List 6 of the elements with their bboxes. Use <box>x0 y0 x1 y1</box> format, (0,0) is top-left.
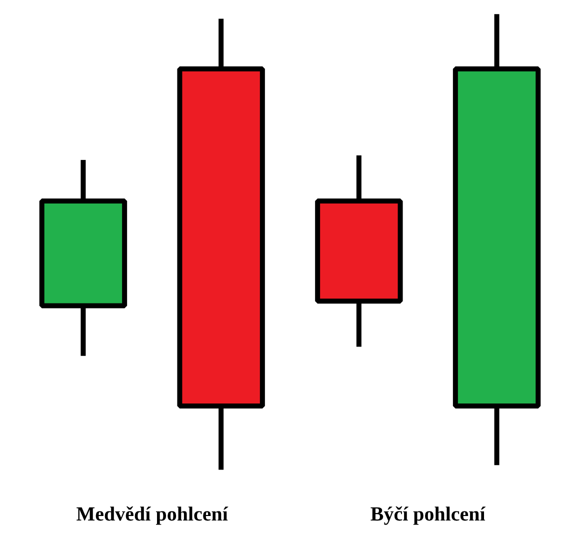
candlestick <box>177 18 265 470</box>
text: Medvědí pohlcení <box>76 504 228 526</box>
candlestick <box>39 160 128 356</box>
candlestick <box>452 14 541 466</box>
candlestick <box>315 155 403 347</box>
text: Býčí pohlcení <box>370 504 486 526</box>
